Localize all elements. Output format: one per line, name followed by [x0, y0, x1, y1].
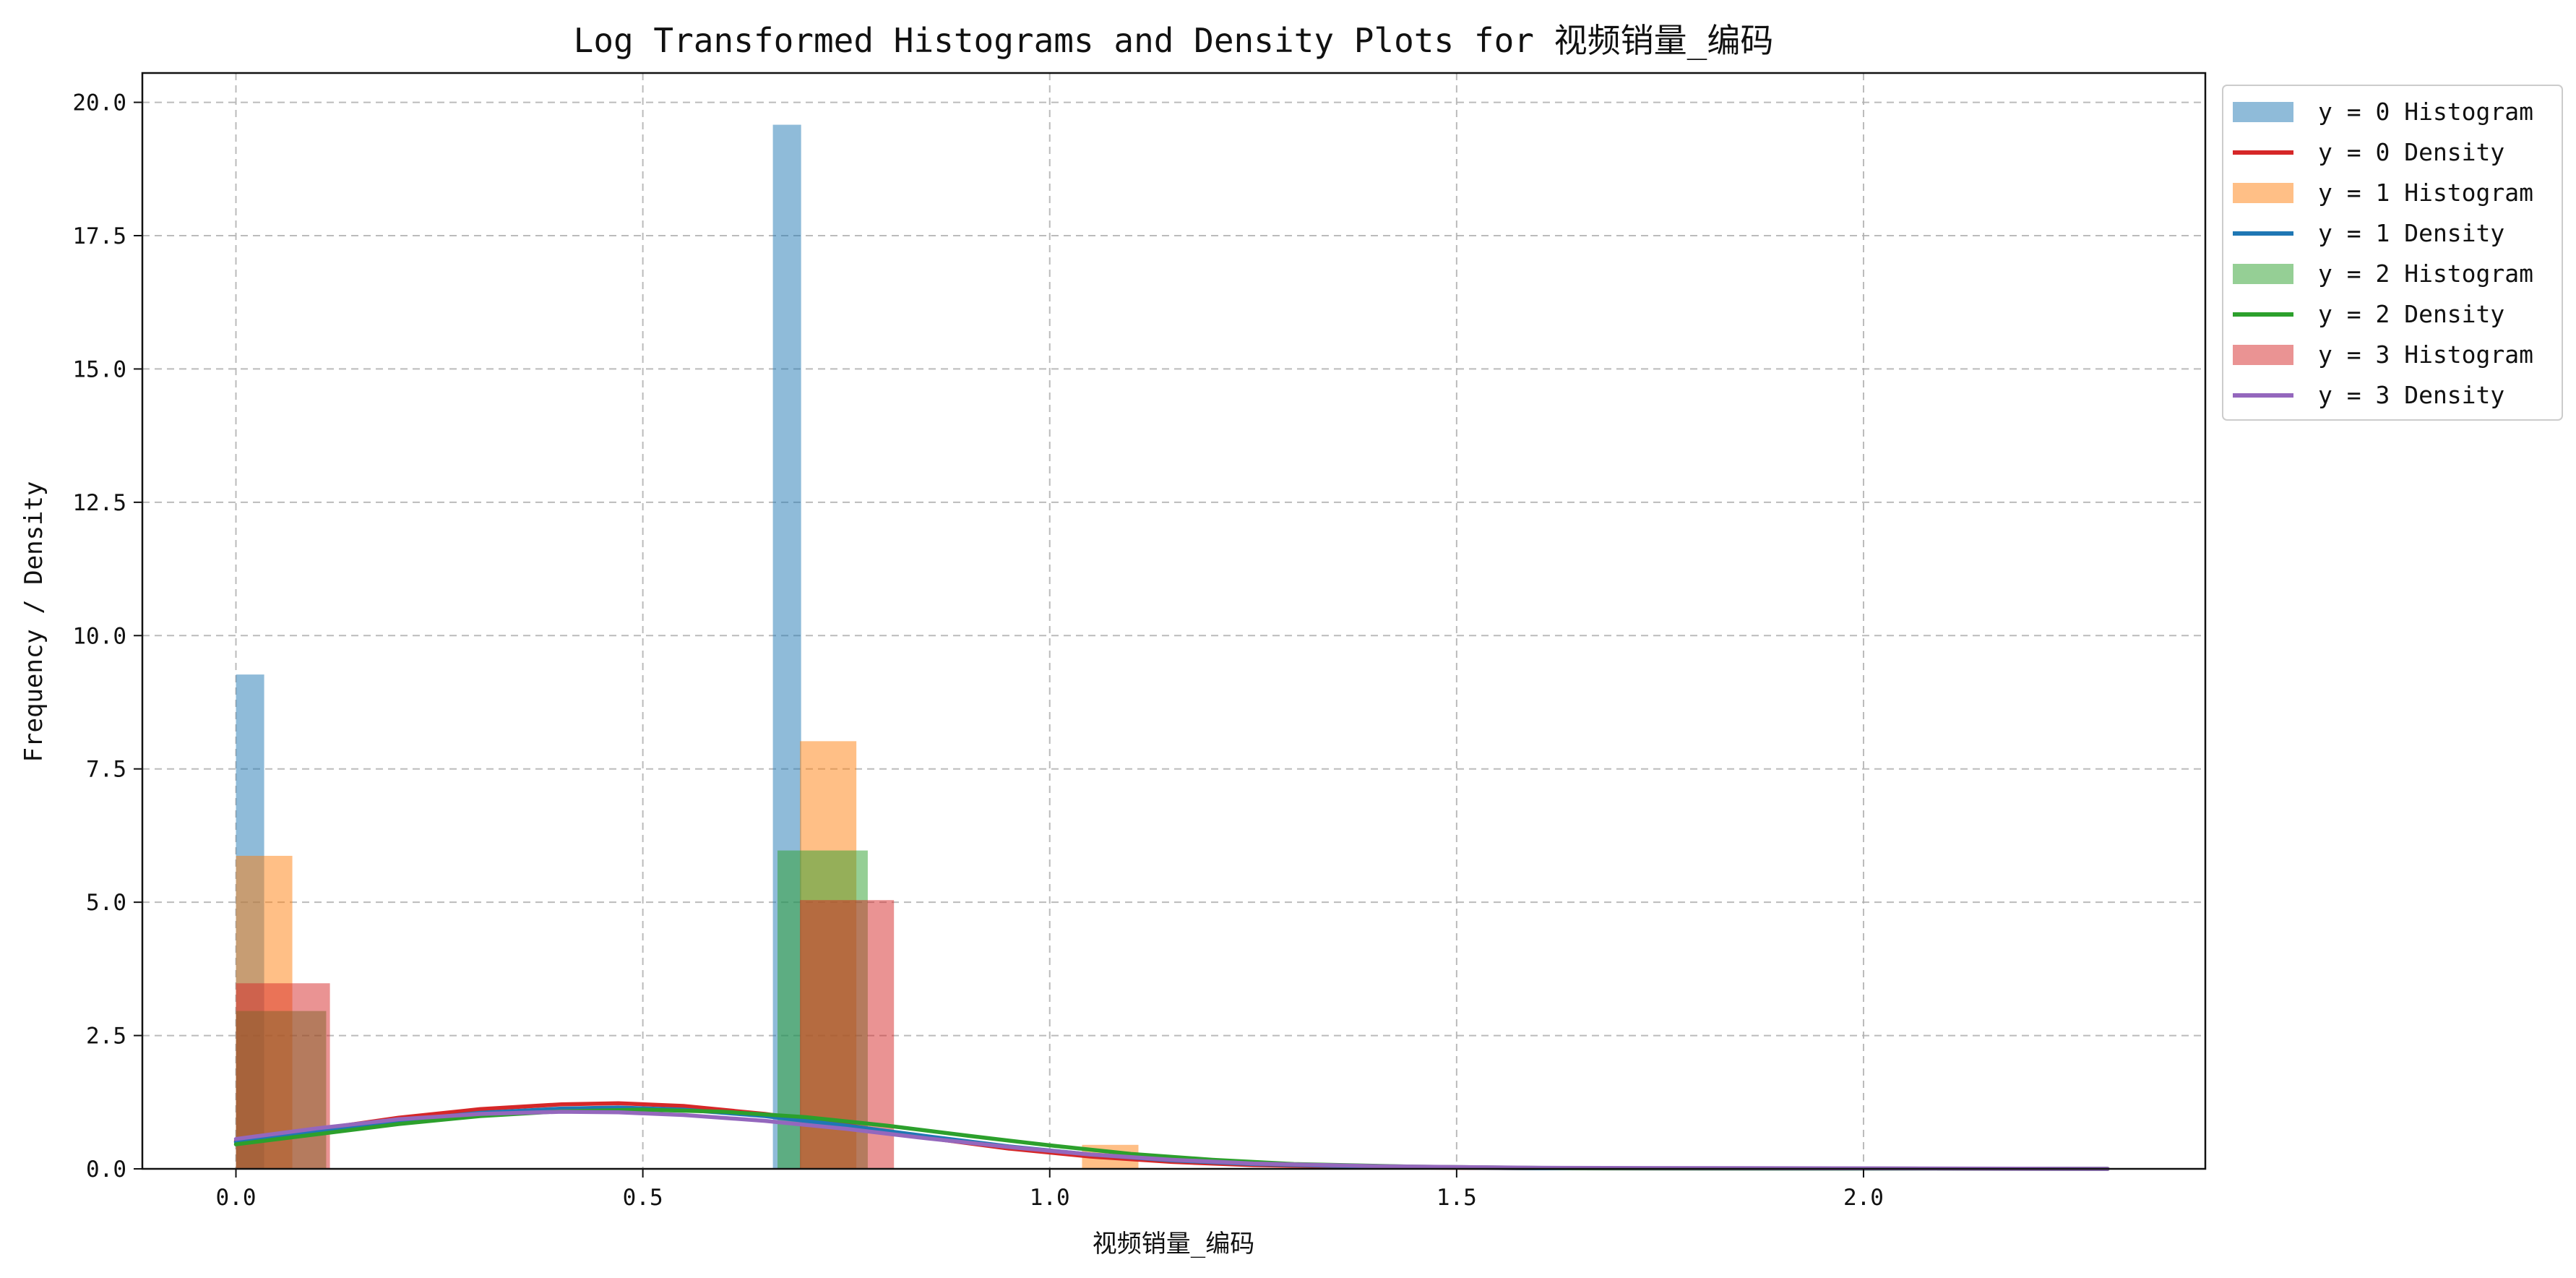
legend-label-5: y = 2 Density	[2318, 300, 2504, 328]
legend-item-7: y = 3 Density	[2233, 381, 2504, 409]
legend-item-3: y = 1 Density	[2233, 219, 2504, 247]
legend-label-1: y = 0 Density	[2318, 138, 2504, 166]
legend-item-0: y = 0 Histogram	[2233, 98, 2533, 126]
y-tick-label-0: 0.0	[86, 1157, 126, 1183]
legend-label-7: y = 3 Density	[2318, 381, 2504, 409]
y-tick-label-7: 17.5	[72, 223, 126, 249]
y-tick-label-8: 20.0	[72, 90, 126, 116]
legend-swatch-hist-0	[2233, 102, 2293, 122]
x-ticks-layer: 0.0 0.5 1.0 1.5 2.0	[216, 1169, 1884, 1211]
bars-layer	[236, 124, 1139, 1170]
y-tick-label-1: 2.5	[86, 1024, 126, 1050]
legend: y = 0 Histogram y = 0 Density y = 1 Histog…	[2222, 85, 2563, 421]
y-tick-label-3: 7.5	[86, 757, 126, 783]
legend-label-0: y = 0 Histogram	[2318, 98, 2533, 126]
legend-label-6: y = 3 Histogram	[2318, 340, 2533, 369]
y-tick-label-4: 10.0	[72, 623, 126, 649]
y-tick-label-6: 15.0	[72, 356, 126, 382]
x-axis-label: 视频销量_编码	[1093, 1230, 1254, 1258]
y-tick-label-5: 12.5	[72, 490, 126, 516]
y-ticks-layer: 0.0 2.5 5.0 7.5 10.0 12.5 15.0 17.5 20.0	[72, 90, 142, 1183]
density-line-series-3	[233, 1110, 2110, 1171]
legend-swatch-hist-3	[2233, 345, 2293, 365]
x-tick-label-0: 0.0	[216, 1185, 257, 1211]
y-tick-label-2: 5.0	[86, 890, 126, 916]
legend-label-4: y = 2 Histogram	[2318, 260, 2533, 288]
x-tick-label-4: 2.0	[1843, 1185, 1884, 1211]
legend-item-2: y = 1 Histogram	[2233, 179, 2533, 207]
legend-item-5: y = 2 Density	[2233, 300, 2504, 328]
legend-swatch-hist-1	[2233, 183, 2293, 203]
chart-title: Log Transformed Histograms and Density P…	[574, 21, 1774, 60]
legend-item-1: y = 0 Density	[2233, 138, 2504, 166]
y-axis-label: Frequency / Density	[20, 481, 48, 763]
x-tick-label-1: 0.5	[623, 1185, 663, 1211]
legend-label-2: y = 1 Histogram	[2318, 179, 2533, 207]
x-tick-label-2: 1.0	[1030, 1185, 1070, 1211]
x-tick-label-3: 1.5	[1436, 1185, 1477, 1211]
legend-item-6: y = 3 Histogram	[2233, 340, 2533, 369]
plot-frame	[141, 72, 2207, 1170]
density-layer	[233, 1101, 2110, 1171]
legend-label-3: y = 1 Density	[2318, 219, 2504, 247]
legend-swatch-hist-2	[2233, 264, 2293, 284]
legend-item-4: y = 2 Histogram	[2233, 260, 2533, 288]
legend-box	[2222, 85, 2563, 421]
